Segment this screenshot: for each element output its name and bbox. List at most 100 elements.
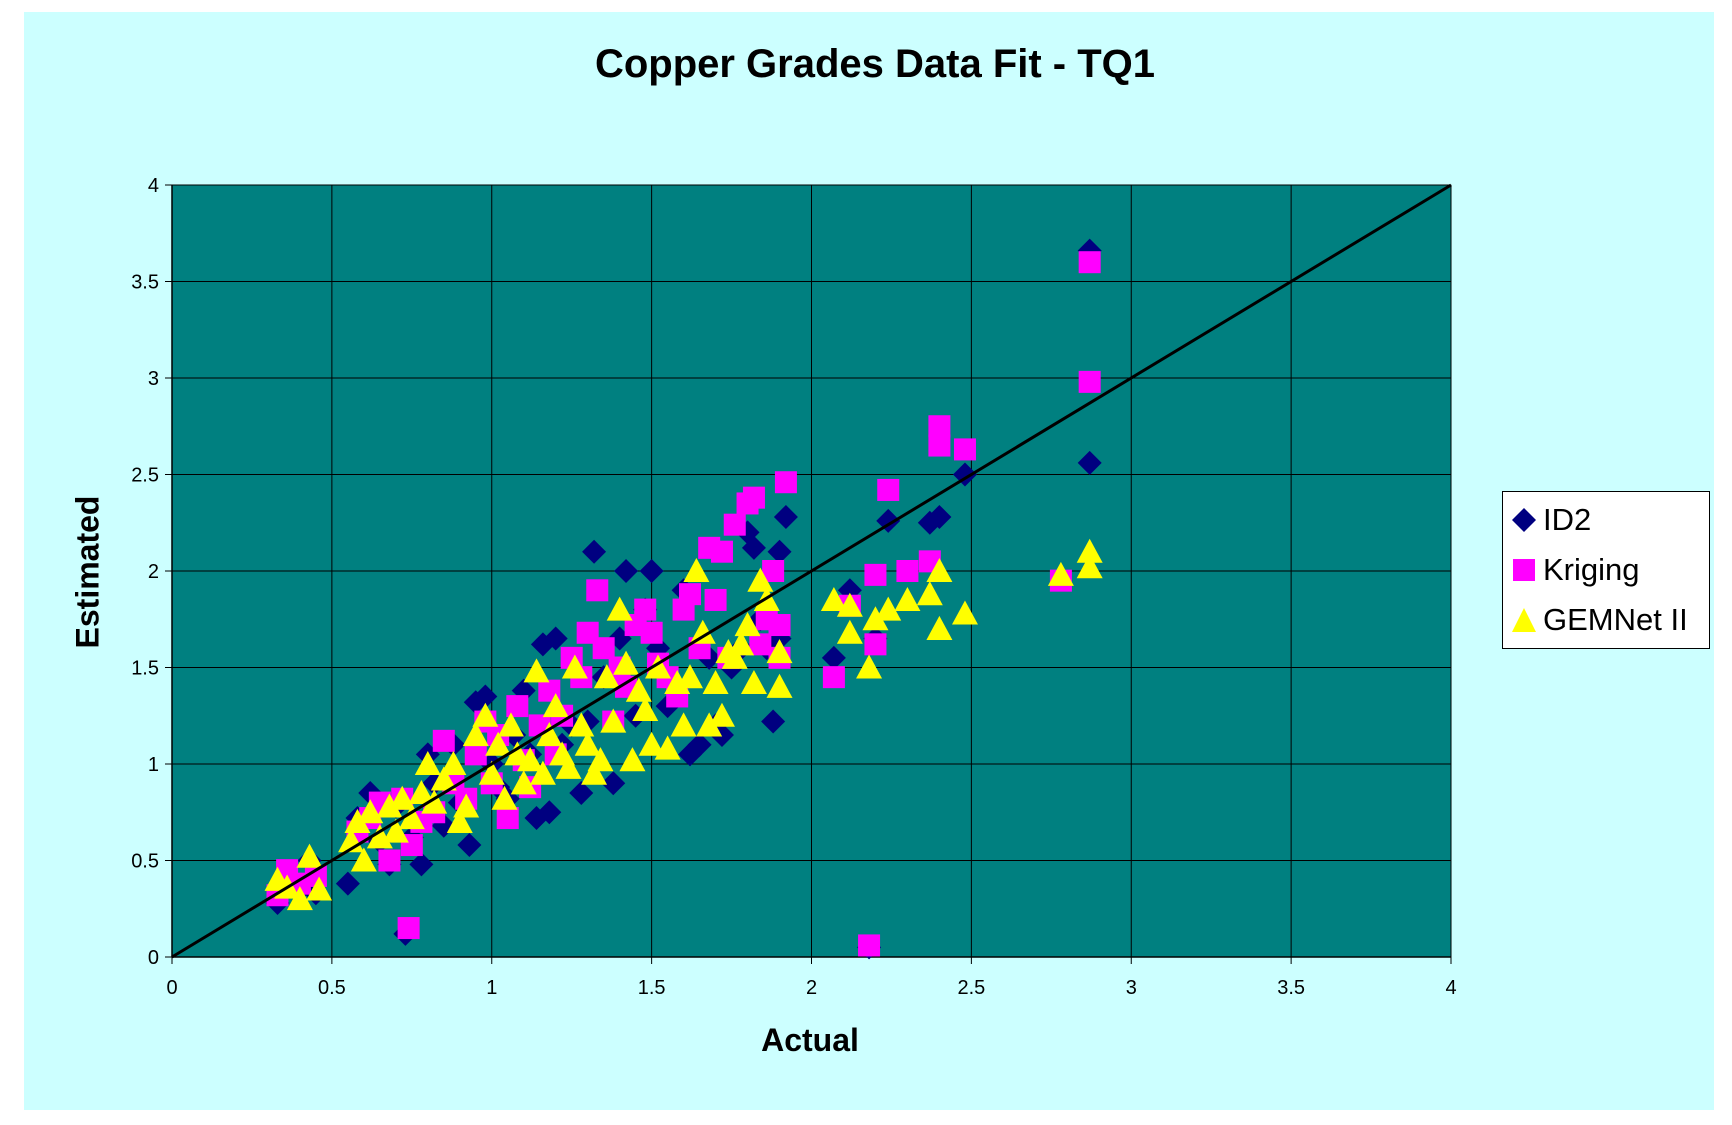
data-point	[306, 876, 333, 901]
data-point	[728, 631, 755, 656]
data-point	[710, 540, 733, 563]
diamond-icon	[1511, 507, 1537, 533]
data-point	[864, 563, 887, 586]
x-axis-title: Actual	[761, 1022, 859, 1058]
data-point	[593, 664, 620, 689]
data-point	[613, 650, 640, 675]
data-point	[721, 644, 748, 669]
data-point	[640, 621, 663, 644]
y-tick-label: 0.5	[131, 851, 159, 873]
data-point	[496, 807, 519, 830]
data-point	[568, 712, 595, 737]
data-point	[523, 658, 550, 683]
data-point	[875, 596, 902, 621]
data-point	[543, 626, 568, 651]
data-point	[856, 654, 883, 679]
data-point	[678, 583, 701, 606]
data-point	[742, 486, 765, 509]
data-point	[350, 847, 377, 872]
data-point	[723, 513, 746, 536]
data-point	[619, 747, 646, 772]
data-point	[440, 751, 467, 776]
x-tick-label: 2	[806, 977, 817, 999]
data-point	[741, 535, 766, 560]
data-point	[472, 702, 499, 727]
y-tick-label: 2	[148, 561, 159, 583]
axes: 0 0.5 1 1.5 2 2.5 3 3.5 4 0 0.5 1 1.5 2 2.5 3 3.5 4	[131, 175, 1456, 999]
data-point	[774, 471, 797, 494]
data-points	[264, 238, 1103, 960]
data-point	[569, 780, 594, 805]
data-point	[414, 751, 441, 776]
data-point	[1077, 450, 1102, 475]
data-point	[382, 818, 409, 843]
data-point	[430, 766, 457, 791]
y-tick-label: 1.5	[131, 658, 159, 680]
data-point	[432, 729, 455, 752]
data-point	[654, 735, 681, 760]
data-point	[773, 504, 798, 529]
data-point	[517, 747, 544, 772]
data-point	[768, 614, 791, 637]
data-point	[836, 619, 863, 644]
x-tick-label: 3	[1126, 977, 1137, 999]
y-tick-label: 4	[148, 175, 159, 197]
data-point	[766, 639, 793, 664]
data-point	[581, 760, 608, 785]
legend-label: GEMNet II	[1543, 602, 1688, 637]
data-point	[555, 754, 582, 779]
data-point	[836, 592, 863, 617]
data-point	[574, 731, 601, 756]
x-tick-label: 4	[1445, 977, 1456, 999]
data-point	[478, 760, 505, 785]
data-point	[708, 702, 735, 727]
data-point	[510, 770, 537, 795]
reference-line-layer	[171, 183, 1452, 959]
data-point	[601, 771, 626, 796]
data-point	[634, 598, 657, 621]
data-point	[638, 731, 665, 756]
data-point	[511, 678, 536, 703]
x-tick-label: 0.5	[318, 977, 346, 999]
data-point	[464, 743, 487, 766]
data-point	[286, 886, 313, 911]
data-point	[676, 664, 703, 689]
y-tick-label: 3.5	[131, 272, 159, 294]
data-point	[767, 539, 792, 564]
data-point	[821, 645, 846, 670]
y-tick-label: 0	[148, 947, 159, 969]
data-point	[409, 852, 434, 877]
data-point	[561, 654, 588, 679]
data-point	[689, 619, 716, 644]
data-point	[696, 712, 723, 737]
data-point	[762, 560, 785, 582]
data-point	[1076, 554, 1103, 579]
legend-item-kriging: Kriging	[1511, 550, 1640, 590]
data-point	[822, 666, 845, 689]
triangle-icon	[1511, 607, 1537, 633]
data-point	[408, 779, 435, 804]
data-point	[747, 567, 774, 592]
data-point	[446, 808, 473, 833]
data-point	[462, 722, 489, 747]
legend-item-gemnet: GEMNet II	[1511, 600, 1688, 640]
x-tick-label: 1	[486, 977, 497, 999]
x-tick-label: 2.5	[957, 977, 985, 999]
data-point	[453, 793, 480, 818]
data-point	[536, 722, 563, 747]
square-icon	[1511, 557, 1537, 583]
data-point	[896, 560, 919, 582]
data-point	[335, 871, 360, 896]
data-point	[761, 709, 786, 734]
data-point	[670, 712, 697, 737]
data-point	[858, 934, 881, 957]
data-point	[926, 558, 953, 583]
data-point	[928, 434, 951, 457]
y-tick-label: 1	[148, 754, 159, 776]
data-point	[600, 708, 627, 733]
data-point	[537, 800, 562, 825]
legend: ID2 Kriging GEMNet II	[1502, 491, 1710, 649]
data-point	[378, 849, 401, 872]
data-point	[683, 558, 710, 583]
